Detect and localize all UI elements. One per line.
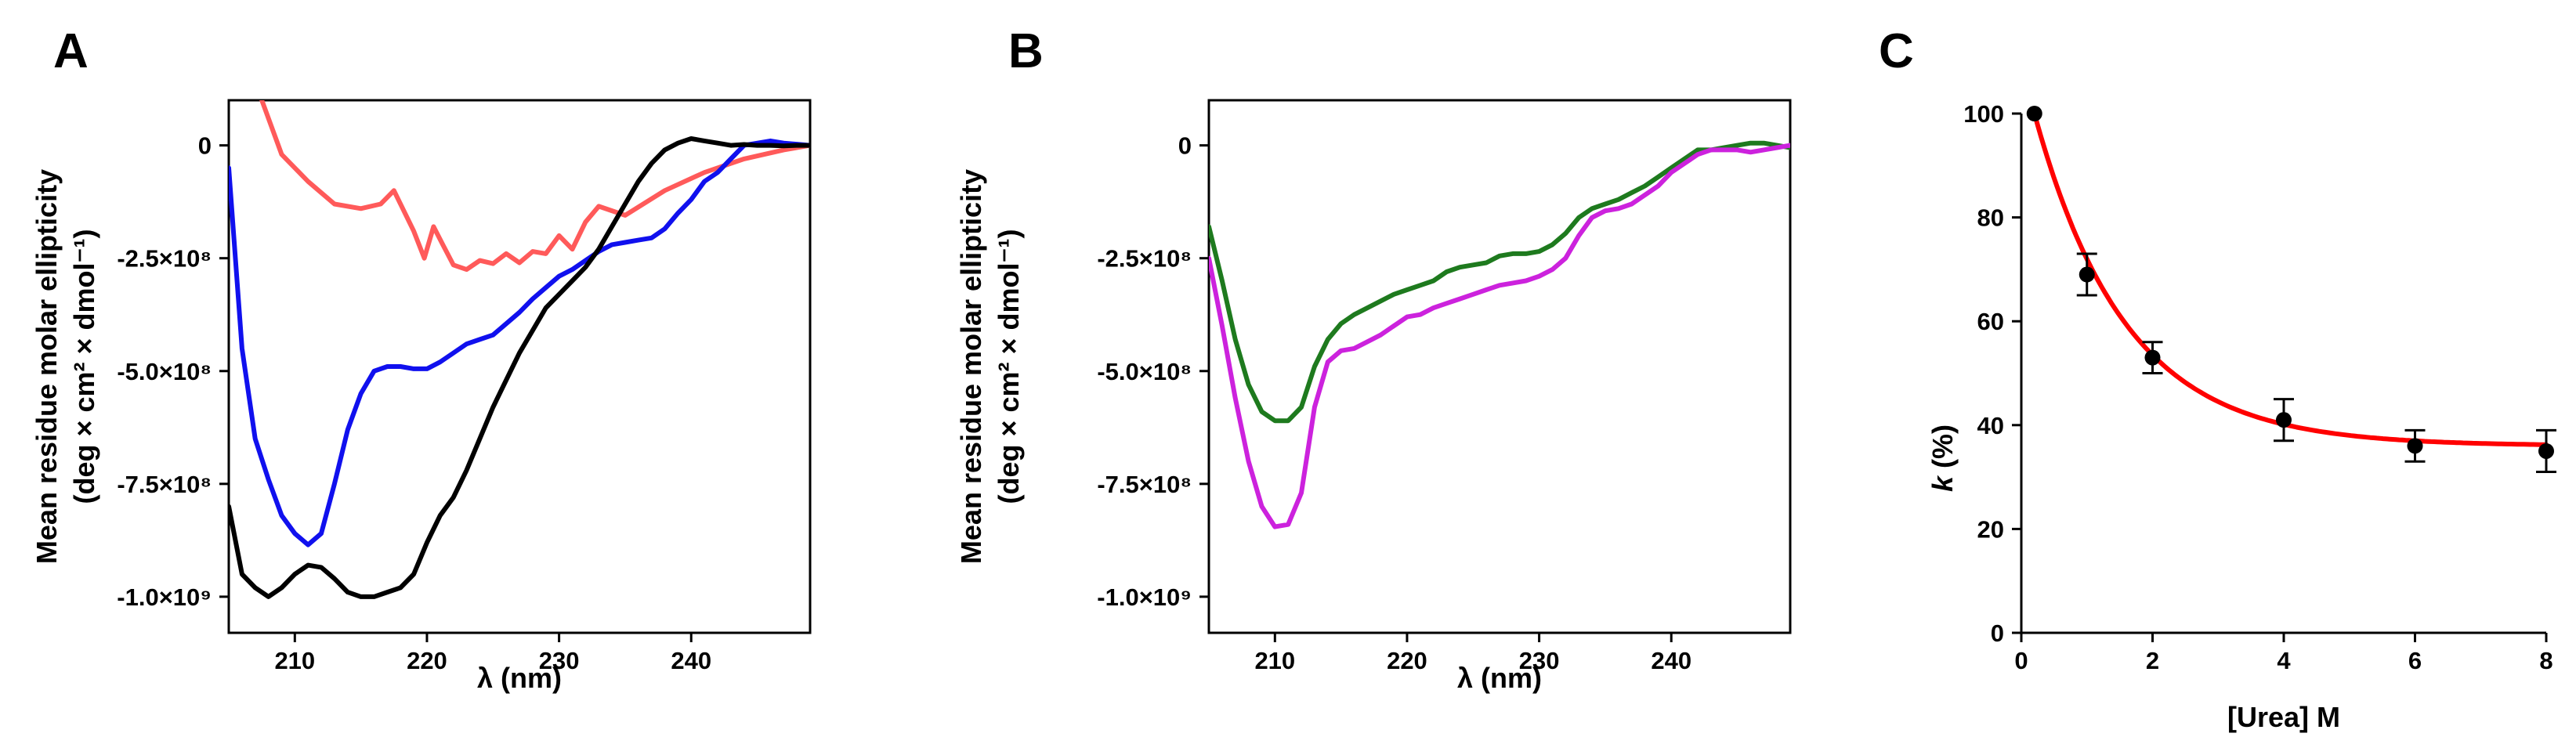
x-tick-label-b-1: 220 <box>1387 647 1427 674</box>
x-tick-label-c-0: 0 <box>2014 647 2028 674</box>
plot-frame-b <box>1207 99 1792 634</box>
y-tick-label-b-3: -7.5×10⁸ <box>1097 471 1192 498</box>
panel-letter-b: B <box>1008 24 1044 78</box>
y-axis-label-a-line1: Mean residue molar ellipticity <box>31 169 63 564</box>
y-tick-label-b-0: 0 <box>1178 132 1192 160</box>
y-tick-label-c-4: 80 <box>1977 204 2004 232</box>
x-tick-label-a-3: 240 <box>671 647 711 674</box>
x-tick-label-b-2: 230 <box>1519 647 1560 674</box>
x-tick-label-c-4: 8 <box>2539 647 2552 674</box>
data-point-0 <box>2026 106 2042 121</box>
x-tick-label-b-0: 210 <box>1254 647 1295 674</box>
data-point-1 <box>2079 266 2095 283</box>
y-tick-label-b-4: -1.0×10⁹ <box>1097 583 1192 611</box>
panel-b: B 210 220 230 240 0 -2.5×10⁸ -5.0×10⁸ -7.5×10⁸ -… <box>955 24 1792 694</box>
y-tick-label-c-3: 60 <box>1977 308 2004 335</box>
y-axis-label-c-rest: (%) <box>1927 424 1959 476</box>
fit-curve <box>2031 111 2549 447</box>
y-tick-label-c-0: 0 <box>1991 620 2004 647</box>
series-c <box>2026 106 2556 473</box>
y-tick-label-b-1: -2.5×10⁸ <box>1097 245 1192 273</box>
panel-letter-c: C <box>1879 24 1914 78</box>
y-tick-label-a-2: -5.0×10⁸ <box>117 358 212 385</box>
data-point-2 <box>2144 349 2161 366</box>
x-tick-label-c-2: 4 <box>2277 647 2291 674</box>
y-axis-label-a-line2: (deg × cm² × dmol⁻¹) <box>68 229 100 504</box>
x-tick-label-c-1: 2 <box>2146 647 2159 674</box>
data-point-4 <box>2407 438 2423 454</box>
panel-a: A 210 220 230 240 0 -2.5×10⁸ -5.0×10⁸ -7.5×10⁸ -… <box>31 24 812 694</box>
axes-b: 210 220 230 240 0 -2.5×10⁸ -5.0×10⁸ -7.5×10⁸ -1.… <box>1097 132 1691 674</box>
y-axis-label-c-italic: k <box>1927 475 1959 492</box>
panel-letter-a: A <box>53 24 89 78</box>
x-tick-label-a-2: 230 <box>539 647 580 674</box>
y-tick-label-c-2: 40 <box>1977 412 2004 439</box>
y-axis-label-c: k (%) <box>1927 424 1959 492</box>
data-point-3 <box>2276 412 2292 428</box>
series-line-magenta <box>1209 143 1790 529</box>
axes-a: 210 220 230 240 0 -2.5×10⁸ -5.0×10⁸ -7.5×10⁸ -1.… <box>117 132 711 674</box>
x-tick-label-b-3: 240 <box>1651 647 1691 674</box>
series-line-blue <box>229 138 810 547</box>
x-axis-label-a: λ (nm) <box>477 662 562 694</box>
y-axis-label-b-line1: Mean residue molar ellipticity <box>955 169 987 564</box>
y-tick-label-a-0: 0 <box>198 132 212 160</box>
x-tick-label-c-3: 6 <box>2408 647 2422 674</box>
x-axis-label-b: λ (nm) <box>1457 662 1542 694</box>
y-tick-label-a-3: -7.5×10⁸ <box>117 471 212 498</box>
plot-frame-a <box>227 99 812 634</box>
series-a <box>229 100 810 599</box>
data-point-5 <box>2538 443 2554 459</box>
y-tick-label-a-4: -1.0×10⁹ <box>117 583 212 611</box>
series-line-red <box>259 100 810 273</box>
y-tick-label-a-1: -2.5×10⁸ <box>117 245 212 273</box>
series-b <box>1209 140 1790 529</box>
x-tick-label-a-0: 210 <box>274 647 315 674</box>
x-tick-label-a-1: 220 <box>407 647 447 674</box>
x-axis-label-c: [Urea] M <box>2227 701 2340 733</box>
y-tick-label-c-1: 20 <box>1977 515 2004 543</box>
y-axis-label-b-line2: (deg × cm² × dmol⁻¹) <box>993 229 1025 504</box>
series-line-green <box>1209 140 1790 424</box>
y-tick-label-b-2: -5.0×10⁸ <box>1097 358 1192 385</box>
series-line-black <box>229 136 810 599</box>
y-tick-label-c-5: 100 <box>1963 100 2004 128</box>
